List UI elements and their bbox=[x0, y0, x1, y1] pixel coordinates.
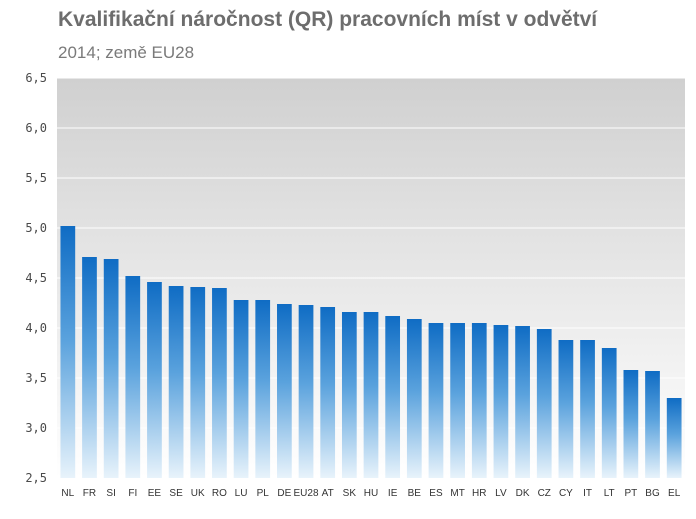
y-tick-label: 4,0 bbox=[25, 321, 47, 335]
x-tick-label: IE bbox=[388, 488, 398, 499]
bar-mt bbox=[450, 323, 465, 478]
chart-subtitle: 2014; země EU28 bbox=[58, 43, 195, 62]
y-tick-label: 5,0 bbox=[25, 221, 47, 235]
x-tick-label: AT bbox=[322, 488, 334, 499]
bar-ee bbox=[147, 282, 162, 478]
y-tick-label: 3,5 bbox=[25, 371, 47, 385]
x-tick-label: PL bbox=[257, 488, 270, 499]
x-tick-label: UK bbox=[191, 488, 205, 499]
y-tick-label: 6,5 bbox=[25, 71, 47, 85]
bar-sk bbox=[341, 312, 357, 478]
x-tick-label: BE bbox=[408, 488, 422, 499]
bar-cy bbox=[558, 340, 574, 478]
x-tick-label: DK bbox=[516, 488, 530, 499]
bar-hu bbox=[363, 312, 379, 478]
bar-de bbox=[277, 304, 292, 478]
x-tick-label: RO bbox=[212, 488, 227, 499]
x-tick-label: NL bbox=[61, 488, 74, 499]
y-tick-label: 3,0 bbox=[25, 421, 47, 435]
bar-cz bbox=[536, 329, 552, 478]
x-tick-label: EE bbox=[148, 488, 162, 499]
bar-bg bbox=[645, 371, 660, 478]
bar-at bbox=[320, 307, 336, 478]
y-tick-label: 4,5 bbox=[25, 271, 47, 285]
bar-fi bbox=[125, 276, 141, 478]
x-tick-label: SE bbox=[169, 488, 183, 499]
x-tick-label: LT bbox=[604, 488, 615, 499]
x-tick-label: CZ bbox=[538, 488, 551, 499]
bar-ro bbox=[212, 288, 227, 478]
x-tick-label: BG bbox=[645, 488, 660, 499]
bar-el bbox=[666, 398, 682, 478]
x-tick-label: SI bbox=[106, 488, 115, 499]
x-tick-label: CY bbox=[559, 488, 573, 499]
x-tick-label: FI bbox=[128, 488, 137, 499]
bar-se bbox=[168, 286, 184, 478]
bar-dk bbox=[515, 326, 530, 478]
bar-pl bbox=[255, 300, 271, 478]
x-tick-label: DE bbox=[277, 488, 291, 499]
x-tick-label: EL bbox=[668, 488, 681, 499]
x-tick-label: HR bbox=[472, 488, 486, 499]
x-tick-label: HU bbox=[364, 488, 378, 499]
bar-lu bbox=[233, 300, 249, 478]
bar-lv bbox=[493, 325, 509, 478]
bar-lt bbox=[601, 348, 617, 478]
y-tick-label: 6,0 bbox=[25, 121, 47, 135]
y-tick-label: 2,5 bbox=[25, 471, 47, 485]
x-tick-label: FR bbox=[83, 488, 96, 499]
x-tick-label: LV bbox=[495, 488, 507, 499]
y-tick-label: 5,5 bbox=[25, 171, 47, 185]
bar-nl bbox=[60, 226, 76, 478]
bar-it bbox=[580, 340, 595, 478]
bar-be bbox=[406, 319, 422, 478]
x-tick-label: IT bbox=[583, 488, 592, 499]
bar-ie bbox=[385, 316, 401, 478]
x-tick-label: LU bbox=[235, 488, 248, 499]
bar-eu28 bbox=[298, 305, 314, 478]
bar-si bbox=[103, 259, 119, 478]
bar-es bbox=[428, 323, 444, 478]
x-tick-label: EU28 bbox=[294, 488, 319, 499]
x-tick-label: MT bbox=[450, 488, 464, 499]
bar-uk bbox=[190, 287, 206, 478]
x-tick-label: PT bbox=[624, 488, 637, 499]
bar-fr bbox=[82, 257, 97, 478]
chart-title: Kvalifikační náročnost (QR) pracovních m… bbox=[58, 8, 598, 31]
x-tick-label: ES bbox=[429, 488, 443, 499]
bar-pt bbox=[623, 370, 639, 478]
bar-hr bbox=[471, 323, 487, 478]
x-tick-label: SK bbox=[343, 488, 357, 499]
